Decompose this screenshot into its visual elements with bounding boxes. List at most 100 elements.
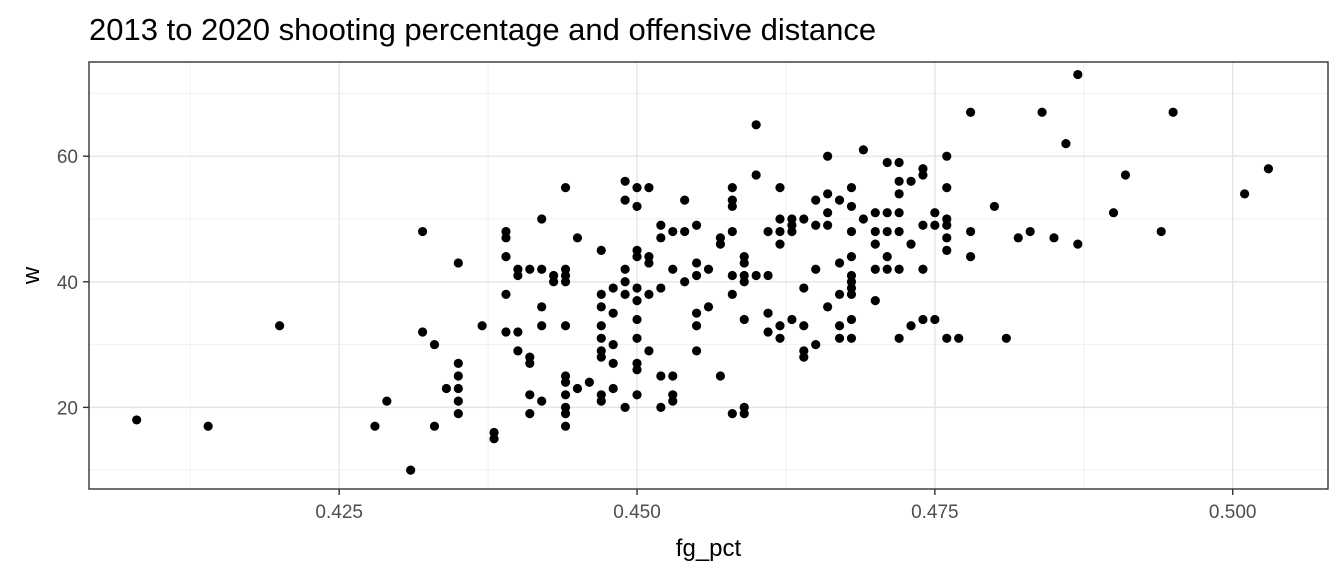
y-tick-label: 60 bbox=[57, 147, 78, 168]
data-point bbox=[203, 421, 213, 431]
data-point bbox=[918, 170, 928, 180]
data-point bbox=[489, 434, 499, 444]
data-point bbox=[787, 226, 797, 237]
data-point bbox=[942, 220, 952, 230]
data-point bbox=[608, 358, 618, 369]
data-point bbox=[799, 321, 809, 331]
data-point bbox=[691, 308, 702, 318]
data-point bbox=[894, 157, 904, 168]
data-point bbox=[608, 383, 618, 394]
data-point bbox=[882, 157, 892, 168]
data-point bbox=[560, 421, 571, 431]
data-point bbox=[775, 333, 785, 343]
data-point bbox=[680, 277, 690, 287]
data-point bbox=[691, 258, 702, 268]
data-point bbox=[763, 308, 773, 318]
data-point bbox=[1108, 208, 1119, 218]
data-point bbox=[799, 283, 809, 293]
data-point bbox=[632, 252, 642, 262]
data-point bbox=[965, 252, 976, 262]
data-point bbox=[275, 321, 285, 331]
data-point bbox=[942, 151, 952, 161]
data-point bbox=[775, 239, 785, 249]
data-point bbox=[501, 327, 511, 337]
data-point bbox=[870, 208, 880, 218]
data-point bbox=[1156, 226, 1166, 237]
data-point bbox=[537, 321, 547, 331]
data-point bbox=[834, 333, 845, 343]
data-point bbox=[846, 333, 857, 343]
data-point bbox=[429, 421, 440, 431]
data-point bbox=[608, 283, 618, 293]
data-point bbox=[823, 220, 833, 230]
data-point bbox=[930, 208, 940, 218]
data-point bbox=[894, 333, 904, 343]
data-point bbox=[596, 302, 606, 312]
data-point bbox=[501, 289, 511, 299]
x-tick-label: 0.425 bbox=[315, 502, 363, 523]
data-point bbox=[894, 264, 904, 274]
data-point bbox=[560, 409, 571, 419]
data-point bbox=[763, 327, 773, 337]
data-point bbox=[727, 289, 737, 299]
data-point bbox=[620, 176, 630, 186]
data-point bbox=[811, 195, 821, 205]
data-point bbox=[644, 182, 654, 193]
data-point bbox=[918, 264, 928, 274]
data-point bbox=[525, 409, 535, 419]
data-point bbox=[918, 314, 928, 325]
data-point bbox=[894, 208, 904, 218]
data-point bbox=[572, 233, 583, 243]
data-point bbox=[1001, 333, 1011, 343]
data-point bbox=[656, 220, 666, 230]
data-point bbox=[596, 245, 606, 255]
data-point bbox=[811, 339, 821, 350]
data-point bbox=[632, 283, 642, 293]
data-point bbox=[846, 226, 857, 237]
data-point bbox=[965, 226, 976, 237]
data-point bbox=[537, 302, 547, 312]
data-point bbox=[799, 214, 809, 224]
data-point bbox=[560, 277, 571, 287]
data-point bbox=[727, 201, 737, 212]
data-point bbox=[596, 289, 606, 299]
data-point bbox=[1013, 233, 1023, 243]
data-point bbox=[1073, 239, 1083, 249]
data-point bbox=[834, 289, 845, 299]
data-point bbox=[632, 365, 642, 375]
data-point bbox=[537, 396, 547, 406]
data-point bbox=[668, 396, 678, 406]
x-axis-ticks: 0.425 0.450 0.475 0.500 bbox=[315, 489, 1256, 523]
data-point bbox=[513, 346, 523, 356]
data-point bbox=[703, 264, 714, 274]
data-point bbox=[453, 358, 463, 369]
data-point bbox=[632, 296, 642, 306]
data-point bbox=[620, 402, 630, 412]
data-point bbox=[608, 339, 618, 350]
data-point bbox=[620, 264, 630, 274]
data-point bbox=[870, 226, 880, 237]
data-point bbox=[441, 383, 452, 394]
y-axis-title: w bbox=[18, 266, 45, 285]
data-point bbox=[406, 465, 416, 475]
data-point bbox=[894, 176, 904, 186]
data-point bbox=[668, 371, 678, 381]
data-point bbox=[823, 208, 833, 218]
data-point bbox=[775, 214, 785, 224]
data-point bbox=[1049, 233, 1059, 243]
data-point bbox=[703, 302, 714, 312]
data-point bbox=[811, 264, 821, 274]
data-point bbox=[596, 396, 606, 406]
data-point bbox=[823, 302, 833, 312]
data-point bbox=[656, 402, 666, 412]
data-point bbox=[727, 182, 737, 193]
data-point bbox=[942, 245, 952, 255]
data-point bbox=[858, 145, 868, 155]
data-point bbox=[560, 321, 571, 331]
data-point bbox=[751, 120, 761, 130]
plot-border bbox=[88, 61, 1329, 490]
data-point bbox=[417, 327, 428, 337]
data-point bbox=[656, 233, 666, 243]
data-point bbox=[620, 195, 630, 205]
